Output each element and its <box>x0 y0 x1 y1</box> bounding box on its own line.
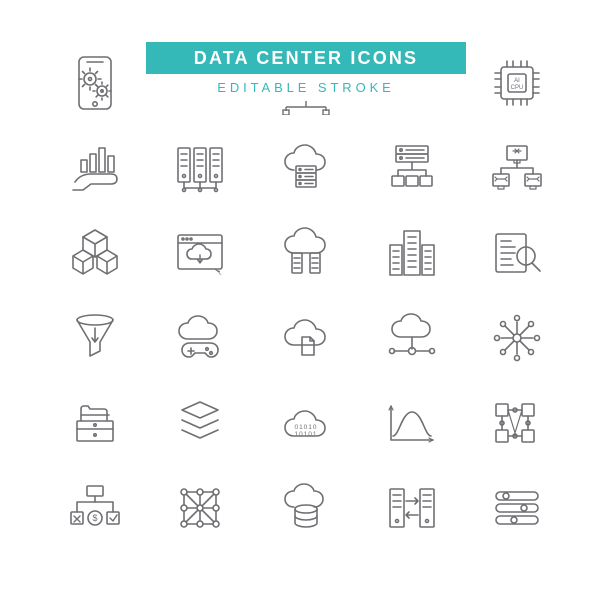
cloud-browser-icon <box>170 223 230 283</box>
building-servers-icon <box>382 223 442 283</box>
search-data-icon <box>487 223 547 283</box>
flow-decision-icon: $ <box>65 478 125 538</box>
cpu-chip-icon: AI CPU <box>487 53 547 113</box>
svg-text:CPU: CPU <box>511 85 524 91</box>
svg-text:10101: 10101 <box>294 431 317 438</box>
bell-curve-icon <box>382 393 442 453</box>
hand-chart-icon <box>65 138 125 198</box>
layers-icon <box>170 393 230 453</box>
server-racks-icon <box>170 138 230 198</box>
cloud-gaming-icon <box>170 308 230 368</box>
cubes-icon <box>65 223 125 283</box>
icon-sheet: DATA CENTER ICONS EDITABLE STROKE <box>0 0 612 590</box>
cloud-database-icon <box>276 478 336 538</box>
server-sync-icon <box>382 478 442 538</box>
funnel-icon <box>65 308 125 368</box>
server-tree-icon <box>382 138 442 198</box>
cloud-binary-icon: 01010 10101 <box>276 393 336 453</box>
hub-dots-icon <box>487 308 547 368</box>
svg-text:AI: AI <box>514 78 520 84</box>
workflow-nodes-icon <box>487 393 547 453</box>
phone-gears-icon <box>65 53 125 113</box>
svg-text:$: $ <box>92 513 97 523</box>
computer-network-icon <box>487 138 547 198</box>
cloud-file-icon <box>276 308 336 368</box>
cloud-server-icon <box>276 138 336 198</box>
neural-net-icon <box>170 478 230 538</box>
archive-drawer-icon <box>65 393 125 453</box>
cloud-compute-icon <box>276 223 336 283</box>
svg-text:01010: 01010 <box>294 424 317 431</box>
cloud-node-icon <box>382 308 442 368</box>
icon-grid: AI CPU <box>42 40 570 550</box>
sliders-icon <box>487 478 547 538</box>
